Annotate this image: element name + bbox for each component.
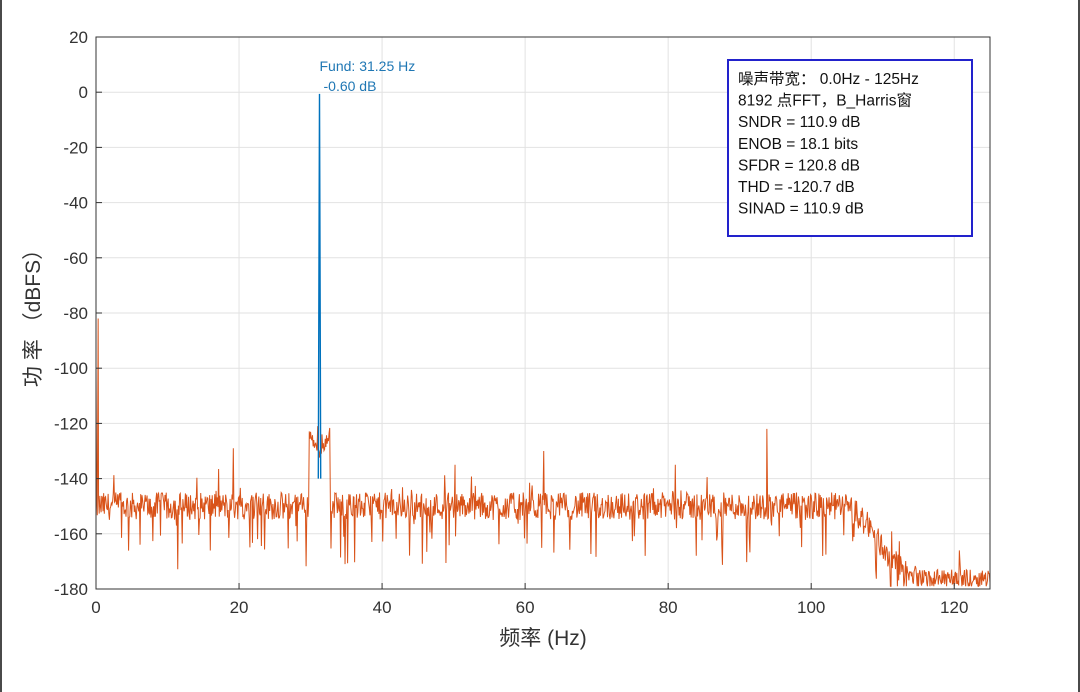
plot-content (96, 93, 990, 587)
x-tick-label: 40 (373, 598, 392, 617)
y-axis-ticks: 20 0 -20 -40 -60 -80 -100 -120 -140 -160 -180 (54, 28, 102, 599)
y-tick-label: -140 (54, 470, 88, 489)
y-tick-label: -180 (54, 580, 88, 599)
metrics-sinad: SINAD = 110.9 dB (738, 201, 864, 218)
metrics-box: 噪声带宽： 0.0Hz - 125Hz 8192 点FFT，B_Harris窗 … (727, 59, 973, 237)
left-frame-border (0, 0, 2, 692)
right-frame-border (1078, 0, 1080, 692)
y-tick-label: -60 (63, 249, 88, 268)
x-tick-label: 60 (516, 598, 535, 617)
x-tick-label: 80 (659, 598, 678, 617)
metrics-noise-bandwidth: 噪声带宽： 0.0Hz - 125Hz (738, 70, 919, 88)
y-tick-label: 20 (69, 28, 88, 47)
y-tick-label: -120 (54, 414, 88, 433)
metrics-fft-window: 8192 点FFT，B_Harris窗 (738, 92, 912, 110)
metrics-box-border (727, 59, 973, 237)
y-tick-label: -160 (54, 525, 88, 544)
y-tick-label: -100 (54, 359, 88, 378)
fundamental-annotation-frequency: Fund: 31.25 Hz (320, 58, 416, 74)
metrics-thd: THD = -120.7 dB (738, 179, 855, 196)
fundamental-annotation-level: -0.60 dB (324, 78, 377, 94)
x-axis-title: 频率 (Hz) (499, 627, 587, 650)
x-axis-ticks: 0 20 40 60 80 100 120 (91, 583, 968, 617)
fundamental-peak-line (317, 93, 322, 479)
x-tick-label: 0 (91, 598, 100, 617)
y-axis-title: 功 率 （dBFS） (22, 239, 45, 387)
y-tick-label: -20 (63, 138, 88, 157)
x-tick-label: 100 (797, 598, 825, 617)
metrics-sfdr: SFDR = 120.8 dB (738, 157, 860, 174)
y-tick-label: -40 (63, 194, 88, 213)
y-tick-label: -80 (63, 304, 88, 323)
noise-spectrum-line (96, 318, 990, 587)
x-tick-label: 120 (940, 598, 968, 617)
x-tick-label: 20 (230, 598, 249, 617)
metrics-sndr: SNDR = 110.9 dB (738, 114, 861, 131)
y-tick-label: 0 (79, 83, 88, 102)
metrics-enob: ENOB = 18.1 bits (738, 136, 858, 153)
